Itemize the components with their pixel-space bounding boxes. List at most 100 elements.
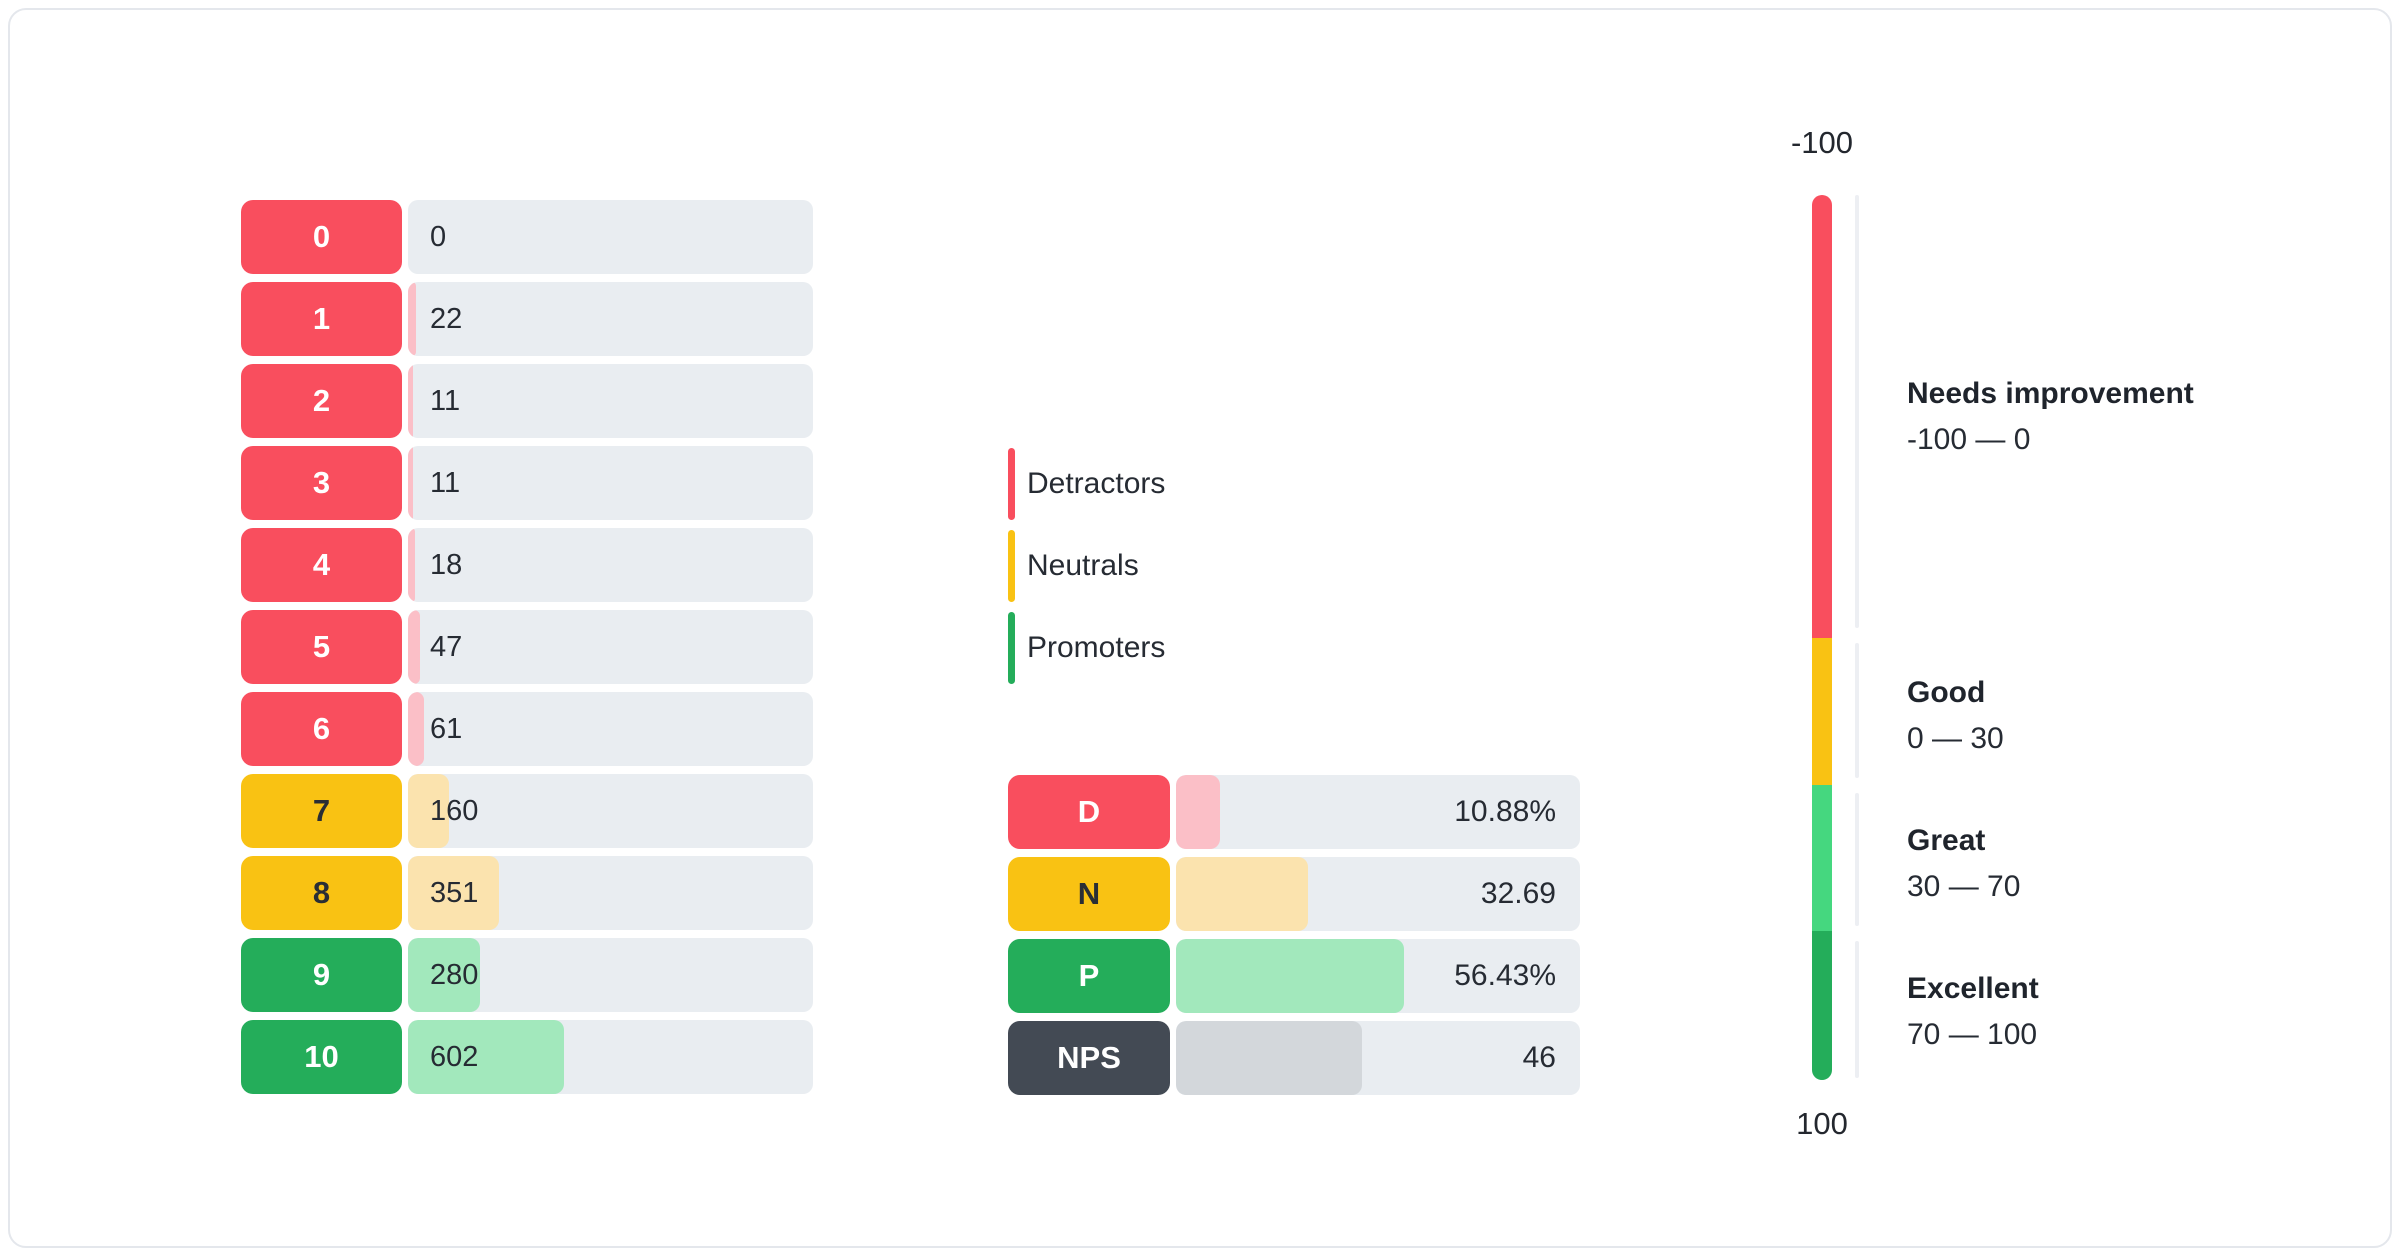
score-row-6: 6 61 — [241, 692, 813, 766]
nps-gauge-bar — [1812, 195, 1832, 1080]
score-badge-3: 3 — [241, 446, 402, 520]
score-bar-fill — [408, 610, 420, 684]
score-count: 351 — [430, 876, 479, 909]
score-badge-6: 6 — [241, 692, 402, 766]
neutrals-badge: N — [1008, 857, 1170, 931]
score-badge-label: 3 — [312, 465, 331, 500]
score-badge-9: 9 — [241, 938, 402, 1012]
summary-badge-label: NPS — [1057, 1040, 1121, 1075]
score-bar-fill — [408, 364, 413, 438]
score-count: 280 — [430, 958, 479, 991]
gauge-segment-good — [1812, 638, 1832, 785]
nps-badge: NPS — [1008, 1021, 1170, 1095]
score-row-9: 9 280 — [241, 938, 813, 1012]
score-bar-fill — [408, 528, 415, 602]
gauge-label-great: Great 30 — 70 — [1907, 818, 2327, 910]
score-bar-track: 61 — [408, 692, 813, 766]
score-bar-track: 22 — [408, 282, 813, 356]
score-badge-4: 4 — [241, 528, 402, 602]
score-row-4: 4 18 — [241, 528, 813, 602]
score-bar-fill — [408, 774, 450, 848]
gauge-section-title: Good — [1907, 676, 1986, 709]
score-count: 11 — [430, 466, 461, 499]
score-bar-fill — [408, 446, 413, 520]
score-count: 602 — [430, 1040, 479, 1073]
promoters-color-bar — [1008, 612, 1015, 684]
score-badge-2: 2 — [241, 364, 402, 438]
neutrals-percentage: 32.69 — [1480, 877, 1556, 910]
promoters-percentage: 56.43% — [1454, 959, 1556, 992]
score-bar-fill — [408, 282, 416, 356]
legend-item-neutrals: Neutrals — [1008, 530, 1165, 602]
score-bar-track: 351 — [408, 856, 813, 930]
score-badge-5: 5 — [241, 610, 402, 684]
gauge-track-segment — [1855, 643, 1859, 778]
score-bar-track: 280 — [408, 938, 813, 1012]
summary-bar-fill — [1176, 1021, 1362, 1095]
score-row-1: 1 22 — [241, 282, 813, 356]
legend-label: Neutrals — [1027, 549, 1139, 582]
score-row-7: 7 160 — [241, 774, 813, 848]
score-badge-label: 0 — [312, 219, 331, 254]
score-count: 61 — [430, 712, 463, 745]
score-badge-1: 1 — [241, 282, 402, 356]
score-count: 11 — [430, 384, 461, 417]
score-badge-10: 10 — [241, 1020, 402, 1094]
score-badge-label: 4 — [312, 547, 331, 582]
score-row-3: 3 11 — [241, 446, 813, 520]
gauge-section-range: 30 — 70 — [1907, 870, 2021, 903]
score-row-10: 10 602 — [241, 1020, 813, 1094]
score-badge-label: 10 — [304, 1039, 339, 1074]
summary-bar-track: 46 — [1176, 1021, 1580, 1095]
detractors-badge: D — [1008, 775, 1170, 849]
gauge-track-segment — [1855, 793, 1859, 926]
gauge-section-range: -100 — 0 — [1907, 423, 2031, 456]
score-badge-7: 7 — [241, 774, 402, 848]
score-badge-label: 2 — [312, 383, 331, 418]
score-bar-track: 47 — [408, 610, 813, 684]
score-badge-label: 8 — [312, 875, 331, 910]
score-row-8: 8 351 — [241, 856, 813, 930]
summary-row-nps: NPS 46 — [1008, 1021, 1580, 1095]
gauge-section-range: 0 — 30 — [1907, 722, 2004, 755]
score-badge-label: 7 — [312, 793, 331, 828]
gauge-segment-great — [1812, 785, 1832, 931]
gauge-section-title: Needs improvement — [1907, 377, 2194, 410]
score-bar-track: 11 — [408, 364, 813, 438]
gauge-section-range: 70 — 100 — [1907, 1018, 2038, 1051]
gauge-track-line — [1855, 195, 1859, 1078]
score-count: 18 — [430, 548, 463, 581]
legend-item-detractors: Detractors — [1008, 448, 1165, 520]
score-count: 0 — [430, 220, 447, 253]
score-bar-track: 18 — [408, 528, 813, 602]
score-bar-fill — [408, 1020, 564, 1094]
legend: Detractors Neutrals Promoters — [1008, 448, 1165, 694]
summary-row-promoters: P 56.43% — [1008, 939, 1580, 1013]
score-badge-8: 8 — [241, 856, 402, 930]
gauge-min-label: -100 — [1790, 125, 1854, 160]
gauge-section-title: Great — [1907, 824, 1986, 857]
gauge-track-segment — [1855, 941, 1859, 1078]
summary-bar-fill — [1176, 775, 1220, 849]
score-bar-fill — [408, 938, 481, 1012]
score-count: 22 — [430, 302, 463, 335]
score-badge-0: 0 — [241, 200, 402, 274]
score-distribution-list: 0 0 1 22 2 11 — [241, 200, 813, 1102]
legend-label: Detractors — [1027, 467, 1166, 500]
score-bar-track: 602 — [408, 1020, 813, 1094]
score-bar-fill — [408, 856, 500, 930]
score-row-5: 5 47 — [241, 610, 813, 684]
score-count: 47 — [430, 630, 463, 663]
gauge-label-good: Good 0 — 30 — [1907, 670, 2327, 762]
summary-badge-label: D — [1077, 794, 1101, 829]
gauge-segment-needs-improvement — [1812, 195, 1832, 638]
gauge-label-excellent: Excellent 70 — 100 — [1907, 966, 2327, 1058]
nps-score-value: 46 — [1522, 1041, 1556, 1074]
summary-badge-label: N — [1077, 876, 1101, 911]
summary-badge-label: P — [1078, 958, 1100, 993]
score-row-2: 2 11 — [241, 364, 813, 438]
gauge-label-needs-improvement: Needs improvement -100 — 0 — [1907, 371, 2327, 463]
score-row-0: 0 0 — [241, 200, 813, 274]
score-bar-track: 160 — [408, 774, 813, 848]
